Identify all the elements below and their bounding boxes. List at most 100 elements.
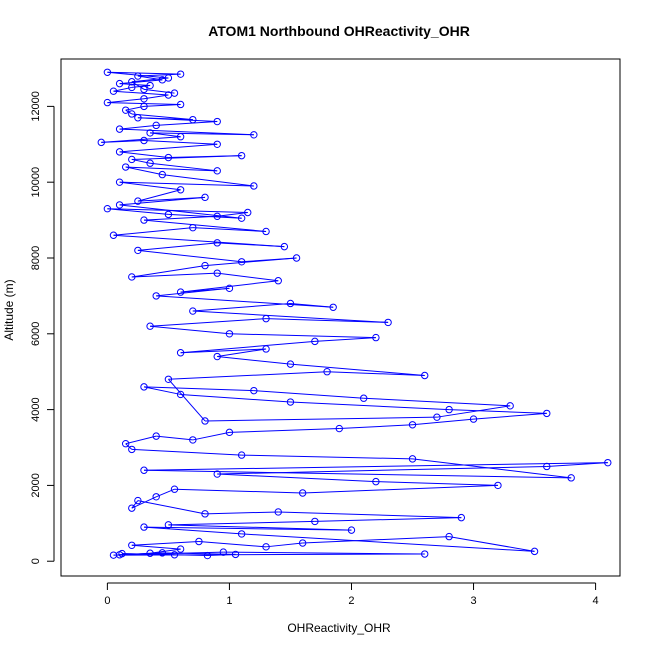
series-segment (168, 378, 206, 422)
series-segment (449, 536, 535, 552)
data-point (109, 231, 118, 239)
series-segment (229, 333, 376, 339)
y-axis-label: Altitude (m) (2, 279, 16, 340)
data-point (329, 303, 337, 311)
data-point (128, 110, 136, 118)
series-segment (119, 181, 181, 191)
data-point (134, 496, 142, 505)
data-point (115, 201, 124, 209)
data-point (213, 167, 221, 175)
series-segment (119, 124, 157, 130)
data-point (128, 504, 136, 512)
series-segment (137, 117, 193, 121)
series-segment (205, 416, 437, 422)
data-point (274, 508, 282, 516)
series-segment (265, 542, 303, 548)
series-segment (107, 71, 169, 79)
series-segment (131, 448, 242, 456)
series-segment (168, 524, 352, 531)
series-segment (119, 83, 151, 87)
data-point (152, 292, 160, 300)
series-segment (290, 401, 450, 411)
data-point (469, 415, 478, 423)
series-segment (412, 458, 572, 479)
data-point (311, 517, 319, 526)
series-segment (107, 208, 248, 214)
plot-frame (60, 58, 621, 577)
series-segment (217, 348, 267, 358)
series-segment (119, 204, 242, 219)
data-point (225, 330, 234, 338)
data-point (237, 151, 246, 160)
series-segment (143, 526, 242, 535)
series-segment (241, 533, 535, 552)
data-point (146, 322, 154, 330)
data-point (176, 390, 185, 399)
series-segment (131, 541, 199, 546)
series-segment (125, 166, 218, 172)
data-point (103, 98, 112, 107)
data-point (237, 214, 246, 222)
data-point (164, 74, 173, 82)
series-segment (119, 143, 218, 153)
chart-title: ATOM1 Northbound OHReactivity_OHR (208, 23, 470, 39)
y-tick-label: 12000 (30, 91, 42, 122)
data-point (140, 383, 148, 391)
series-segment (137, 249, 242, 263)
series-segment (241, 257, 297, 263)
data-point (152, 493, 160, 501)
series-segment (143, 94, 169, 100)
data-point (158, 170, 167, 179)
series-segment (229, 428, 340, 433)
series-segment (131, 544, 181, 550)
series-segment (156, 121, 218, 126)
y-axis: 0 2000 4000 6000 8000 10000 12000 (30, 91, 55, 564)
data-point (176, 70, 185, 78)
series-segment (180, 348, 267, 354)
data-point (262, 543, 270, 551)
series-segment (302, 536, 450, 544)
data-point (152, 121, 160, 130)
data-point (109, 87, 118, 95)
data-point (146, 159, 154, 167)
x-axis: 0 1 2 3 4 (104, 582, 599, 607)
series-segment (131, 265, 206, 278)
series-segment (314, 517, 462, 522)
data-point (170, 89, 179, 97)
series-segment (363, 397, 511, 407)
data-point (164, 153, 173, 162)
data-point (164, 375, 173, 383)
data-point (421, 550, 429, 558)
data-point (372, 477, 380, 486)
x-tick-label: 4 (593, 595, 599, 607)
data-point (213, 239, 221, 247)
series-segment (198, 541, 267, 548)
series-segment (266, 318, 389, 323)
series-segment (449, 409, 547, 414)
series-segment (131, 113, 193, 121)
data-point (244, 208, 252, 217)
data-point (121, 440, 130, 448)
x-tick-label: 2 (348, 595, 354, 607)
data-point (189, 436, 197, 444)
data-point (250, 131, 258, 139)
data-point (115, 148, 124, 156)
data-point (286, 398, 295, 406)
y-tick-label: 2000 (30, 473, 42, 497)
series-segment (150, 325, 230, 335)
data-point (189, 307, 197, 315)
data-point (237, 451, 246, 459)
data-point (445, 532, 453, 541)
series-segment (107, 71, 181, 75)
data-point (445, 405, 453, 414)
series-segment (412, 418, 474, 426)
data-point (189, 223, 197, 232)
series-segment (119, 181, 254, 187)
data-point (201, 261, 209, 270)
data-point (103, 68, 112, 76)
series-segment (375, 481, 498, 486)
series-segment (205, 511, 279, 515)
data-point (433, 413, 441, 421)
x-tick-label: 1 (226, 595, 232, 607)
data-point (225, 428, 234, 437)
